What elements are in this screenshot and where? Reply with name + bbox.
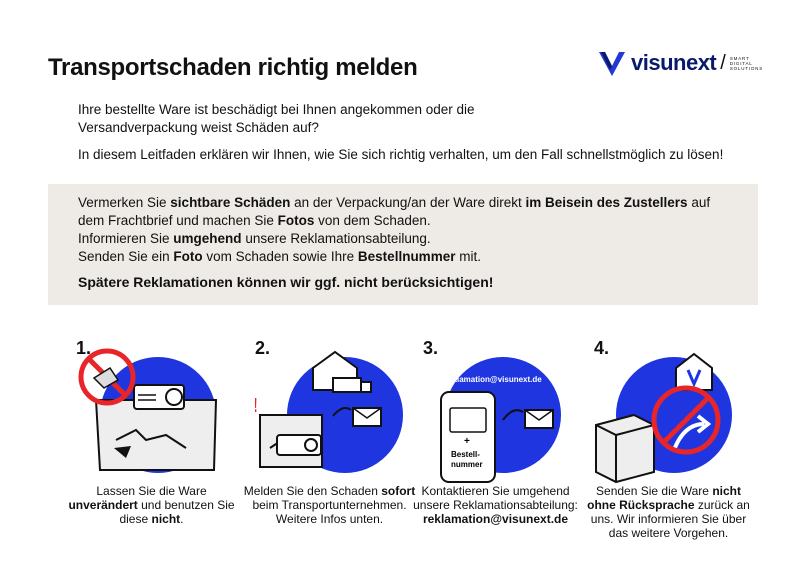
caption-text: Kontaktieren Sie umgehend unsere Reklama…	[413, 484, 578, 512]
caption-bold: nicht ohne Rücksprache	[587, 484, 741, 512]
caption-bold: nicht	[151, 512, 181, 526]
box-icon	[595, 413, 655, 484]
box-icon	[94, 399, 218, 471]
phone-label-line1: Bestell-	[451, 450, 480, 459]
caption-text: Lassen Sie die Ware	[96, 484, 207, 498]
caption-text: .	[180, 512, 184, 526]
phone-projector-icon	[449, 407, 487, 433]
visunext-logo: visunext / SMART DIGITAL SOLUTIONS	[597, 48, 766, 78]
mini-logo-icon	[686, 369, 702, 388]
phone-label-line2: nummer	[451, 460, 483, 469]
contact-illustration: reklamation@visunext.de + Bestell- numme…	[440, 357, 561, 483]
warning-text: Spätere Reklamationen können wir ggf. ni…	[78, 274, 494, 290]
projector-vents	[138, 394, 156, 401]
logo-tagline: SMART DIGITAL SOLUTIONS	[729, 55, 764, 71]
step-number: 3.	[423, 338, 439, 358]
phone-plus: +	[464, 436, 470, 447]
step-2: 2. !!	[255, 330, 430, 550]
send-arrow-icon	[332, 407, 352, 417]
hand-icon	[92, 366, 120, 389]
intro-paragraph-1: Ihre bestellte Ware ist beschädigt bei I…	[78, 101, 758, 137]
step-4: 4.	[594, 330, 769, 550]
text-segment: unsere Reklamationsabteilung.	[241, 231, 431, 246]
text-segment: vom Schaden sowie Ihre	[202, 249, 358, 264]
bold-segment: Fotos	[277, 213, 315, 228]
instructions-box: Vermerken Sie sichtbare Schäden an der V…	[48, 184, 758, 305]
intro-line-2: Versandverpackung weist Schäden auf?	[78, 120, 319, 135]
box-edges	[595, 424, 655, 482]
caption-bold: sofort	[381, 484, 416, 498]
bold-segment: Foto	[173, 249, 203, 264]
step-2-caption: Melden Sie den Schaden sofort beim Trans…	[242, 484, 417, 526]
unchanged-product-illustration	[78, 348, 218, 473]
text-segment: mit.	[455, 249, 481, 264]
text-segment: Senden Sie ein	[78, 249, 174, 264]
text-segment: von dem Schaden.	[314, 213, 431, 228]
warehouse-icon	[675, 352, 713, 391]
projector-lens	[165, 388, 183, 406]
instructions-text: Vermerken Sie sichtbare Schäden an der V…	[78, 194, 738, 266]
mail-flap	[352, 407, 382, 419]
step-number: 2.	[255, 338, 271, 358]
email-label: reklamation@visunext.de	[445, 375, 542, 384]
step-1-caption: Lassen Sie die Ware unverändert und benu…	[64, 484, 239, 526]
text-segment: Informieren Sie	[78, 231, 174, 246]
truck-icon	[332, 377, 362, 393]
projector-lens	[304, 438, 318, 452]
text-segment: Vermerken Sie	[78, 195, 171, 210]
step-number: 1.	[76, 338, 92, 358]
logo-divider: /	[720, 51, 726, 74]
prohibited-icon	[651, 385, 721, 455]
no-return-illustration	[595, 352, 732, 484]
step-number: 4.	[594, 338, 610, 358]
caption-text: zurück an uns. Wir informieren Sie über …	[590, 498, 750, 540]
crack-icon	[115, 428, 187, 449]
alert-marks: !!	[255, 395, 258, 417]
step-3-caption: Kontaktieren Sie umgehend unsere Reklama…	[408, 484, 583, 526]
visunext-logo-icon	[599, 52, 625, 76]
bold-segment: umgehend	[173, 231, 242, 246]
send-arrow-icon	[502, 409, 524, 421]
caption-email[interactable]: reklamation@visunext.de	[422, 512, 569, 526]
text-segment: an der Verpackung/an der Ware direkt	[290, 195, 526, 210]
return-arrow-icon	[672, 422, 705, 451]
return-arrow-head	[696, 414, 712, 434]
step-3: 3. reklamation@visunext.de + Bestell- nu…	[423, 330, 598, 550]
intro-line-1: Ihre bestellte Ware ist beschädigt bei I…	[78, 102, 475, 117]
mail-flap	[524, 409, 554, 421]
caption-text: und benutzen Sie diese	[119, 498, 235, 526]
bold-segment: im Beisein des Zustellers	[525, 195, 688, 210]
caption-text: Melden Sie den Schaden	[243, 484, 382, 498]
caption-text: Senden Sie die Ware	[596, 484, 713, 498]
bold-segment: Bestellnummer	[357, 249, 456, 264]
truck-cab	[360, 381, 372, 393]
step-4-caption: Senden Sie die Ware nicht ohne Rücksprac…	[581, 484, 756, 540]
caption-text: beim Transportunternehmen. Weitere Infos…	[252, 498, 407, 526]
prohibited-icon	[78, 348, 136, 406]
prohibited-slash	[662, 396, 710, 444]
intro-paragraph-2: In diesem Leitfaden erklären wir Ihnen, …	[78, 147, 724, 162]
crack-shape	[114, 446, 131, 458]
caption-bold: unverändert	[68, 498, 138, 512]
text-segment: auf dem Frachtbrief und machen Sie	[78, 195, 711, 228]
report-damage-illustration: !!	[255, 350, 403, 473]
intro-text: Ihre bestellte Ware ist beschädigt bei I…	[78, 101, 758, 164]
bold-segment: sichtbare Schäden	[170, 195, 291, 210]
step-1: 1.	[76, 330, 251, 550]
logo-wordmark: visunext	[631, 50, 717, 75]
page-title: Transportschaden richtig melden	[48, 54, 418, 81]
